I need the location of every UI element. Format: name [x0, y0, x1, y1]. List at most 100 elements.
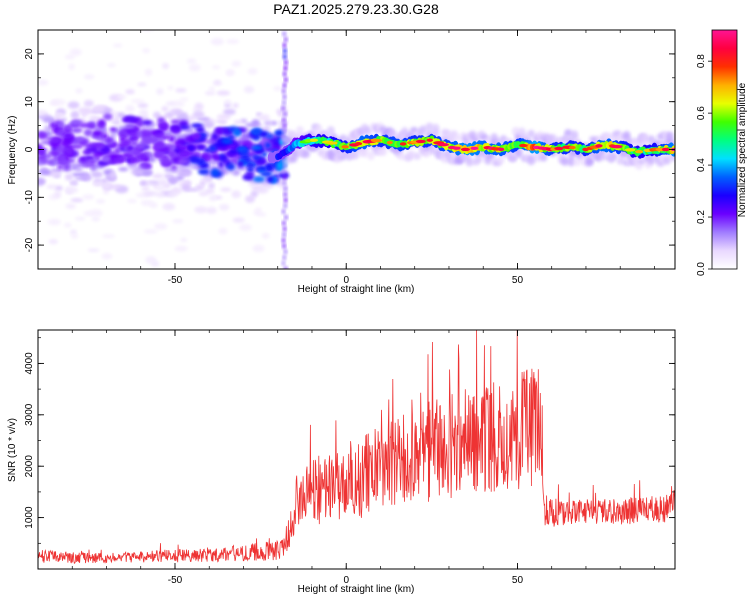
spectrogram-cell — [128, 156, 138, 164]
spectrogram-cell — [339, 134, 348, 141]
spectrogram-cell — [573, 158, 582, 166]
spectrogram-cell — [97, 119, 106, 127]
figure-title: PAZ1.2025.279.23.30.G28 — [273, 1, 439, 17]
spectrogram-cell — [125, 105, 135, 113]
spectrogram-cell — [399, 142, 407, 146]
spectrogram-x-axis: -50 0 50 — [37, 30, 655, 286]
spectrogram-cell — [151, 260, 160, 267]
spectrogram-cell — [252, 128, 262, 135]
spectrogram-cell — [527, 155, 536, 166]
spectrogram-cell — [175, 164, 187, 170]
spectrogram-y-label: Frequency (Hz) — [7, 116, 18, 185]
spectrogram-cell — [610, 153, 619, 160]
spectrogram-cell — [139, 162, 149, 168]
spectrogram-cell — [641, 133, 650, 143]
spectrogram-cell — [246, 166, 254, 173]
spectrogram-cell — [370, 138, 383, 143]
spectrogram-cell — [127, 198, 137, 204]
spectrogram-cell — [180, 237, 188, 242]
spectrogram-cell — [245, 195, 255, 203]
spectrogram-cell — [283, 203, 288, 209]
spectrogram-cell — [326, 141, 338, 145]
spectrogram-cell — [239, 148, 249, 155]
spectrogram-cell — [92, 105, 105, 113]
spectrogram-cell — [170, 119, 181, 125]
spectrogram-cell — [176, 113, 189, 121]
spectrogram-cell — [208, 182, 215, 190]
spectrogram-cell — [161, 105, 169, 113]
spectrogram-cell — [118, 167, 129, 172]
spectrogram-cell — [141, 119, 153, 126]
spectrogram-cell — [177, 158, 190, 165]
spectrogram-cell — [167, 191, 178, 198]
spectrogram-cell — [194, 206, 208, 214]
snr-series-line — [38, 330, 675, 564]
spectrogram-cell — [422, 149, 431, 158]
spectrogram-cell — [240, 154, 251, 160]
spectrogram-cell — [162, 202, 176, 211]
x-tick-label: 0 — [343, 275, 349, 286]
spectrogram-cell — [57, 164, 64, 170]
spectrogram-cell — [366, 150, 375, 161]
spectrogram-cell — [400, 127, 409, 138]
spectrogram-cell — [142, 170, 153, 176]
spectrogram-cell — [116, 94, 127, 100]
snr-panel: -50 0 50 1000 2000 3000 4000 Height of straig… — [7, 329, 676, 595]
spectrogram-cell — [155, 133, 166, 138]
spectrogram-cell — [261, 151, 268, 158]
spectrogram-cell — [283, 186, 288, 192]
spectrogram-cell — [112, 157, 124, 164]
colorbar: 0.0 0.2 0.4 0.6 0.8 Normalized spectral ampl… — [696, 29, 748, 276]
spectrogram-cell — [200, 153, 211, 161]
spectrogram-cell — [210, 37, 224, 46]
colorbar-tick-label: 0.6 — [696, 106, 707, 120]
y-tick-label: 0 — [24, 146, 35, 152]
spectrogram-cell — [431, 123, 440, 133]
spectrogram-cell — [177, 138, 186, 145]
spectrogram-cell — [397, 153, 406, 161]
spectrogram-cell — [192, 110, 205, 119]
spectrogram-cell — [74, 176, 88, 181]
spectrogram-cell — [188, 64, 201, 72]
spectrogram-cell — [179, 150, 190, 158]
spectrogram-cell — [662, 156, 671, 165]
spectrogram-cell — [419, 125, 428, 134]
spectrogram-cell — [176, 175, 185, 181]
spectrogram-cell — [131, 99, 145, 104]
spectrogram-cell — [282, 123, 287, 129]
spectrogram-cell — [160, 159, 171, 166]
spectrogram-cell — [195, 126, 205, 134]
spectrogram-cell — [197, 144, 206, 151]
spectrogram-cell — [437, 142, 450, 147]
spectrogram-cell — [250, 145, 263, 151]
spectrogram-cell — [533, 152, 542, 163]
spectrogram-cell — [232, 102, 239, 109]
colorbar-gradient — [711, 29, 738, 270]
spectrogram-cell — [55, 145, 66, 153]
spectrogram-cell — [527, 129, 536, 139]
spectrogram-cell — [212, 142, 225, 147]
spectrogram-cell — [192, 132, 202, 141]
spectrogram-cell — [302, 150, 311, 159]
spectrogram-cell — [95, 199, 106, 204]
spectrogram-cell — [622, 130, 631, 140]
spectrogram-cell — [216, 113, 231, 121]
spectrogram-cell — [283, 266, 288, 269]
spectrogram-cell — [84, 163, 96, 168]
spectrogram-cell — [116, 112, 126, 118]
spectrogram-cell — [184, 135, 196, 143]
spectrogram-cell — [134, 143, 146, 150]
spectrogram-cell — [204, 91, 216, 96]
spectrogram-cell — [114, 147, 121, 155]
spectrogram-cell — [50, 137, 61, 144]
spectrogram-cell — [283, 249, 288, 255]
spectrogram-cell — [102, 234, 115, 239]
spectrogram-cell — [255, 158, 267, 166]
spectrogram-cell — [247, 67, 258, 75]
spectrogram-cell — [282, 48, 287, 54]
y-tick-label: 3000 — [24, 403, 35, 426]
spectrogram-cell — [246, 162, 254, 168]
spectrogram-cell — [38, 169, 51, 176]
spectrogram-cell — [49, 101, 58, 106]
spectrogram-cell — [119, 129, 128, 138]
